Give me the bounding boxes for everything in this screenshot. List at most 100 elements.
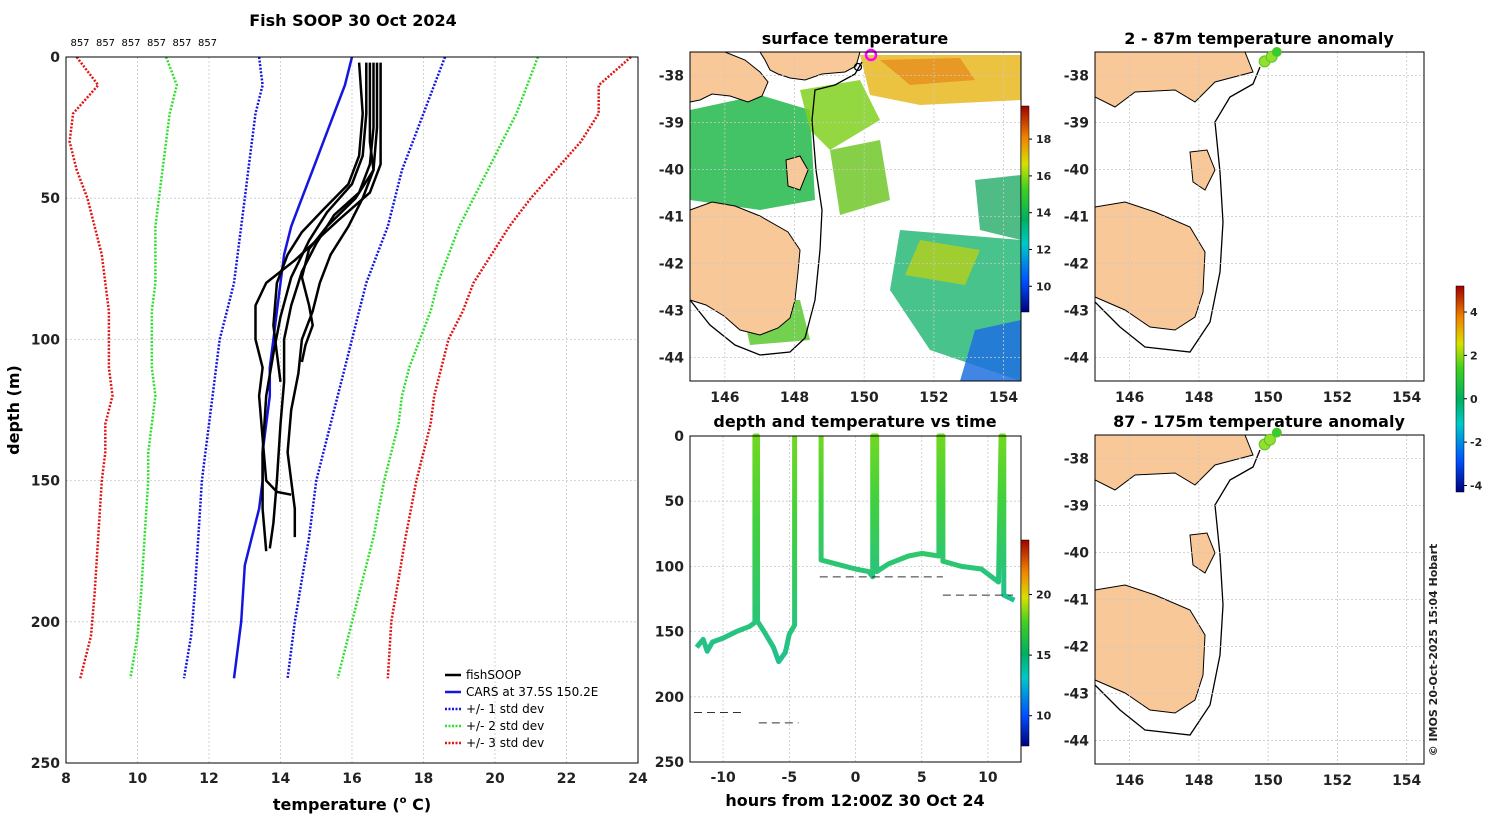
profile-xtick-label: 10 [128,771,148,787]
profile-fish-line [254,62,382,496]
profile-xtick-label: 18 [414,771,433,787]
sst-xtick-label: 152 [919,390,948,406]
profile-ylabel: depth (m) [4,365,23,455]
profile-fish-lines [254,62,382,552]
profile-ytick-label: 150 [31,474,60,490]
sst-xtick-label: 148 [780,390,809,406]
sst-ytick-label: -43 [659,304,684,320]
profile-fish-line [268,62,375,549]
anom-upper-flinders-island [1189,149,1216,191]
profile-ytick-label: 250 [31,756,60,772]
anom-lower-ytick-label: -38 [1064,452,1089,468]
sst-shelf-contour [689,61,863,356]
sst-colorbar-label: 10 [1036,280,1052,293]
anom-upper-map [1094,51,1261,353]
profile-grid [65,56,639,764]
credit-text: © IMOS 20-Oct-2025 15:04 Hobart [1427,544,1440,757]
legend-label-std2: +/- 2 std dev [466,719,544,733]
anom-upper-ytick-label: -43 [1064,304,1089,320]
profile-ytick-label: 200 [31,615,60,631]
anom-lower-ytick-label: -42 [1064,640,1089,656]
anom-lower-grid [1095,435,1424,764]
anom-lower-map [1094,434,1261,736]
sst-ytick-label: -41 [659,210,684,226]
anomaly-colorbar [1455,285,1465,493]
anom-lower-flinders-island [1189,532,1216,574]
profile-std-line [68,56,114,679]
sst-field-patch [880,58,975,85]
profile-std-lines [68,56,632,679]
anom-lower-xtick-label: 152 [1323,773,1352,789]
anom-upper-ytick-label: -41 [1064,210,1089,226]
timeseries-colorbar-ticks: 10 15 20 [1029,589,1052,723]
sst-ytick-label: -44 [659,351,685,367]
anom-upper-ytick-label: -40 [1064,163,1090,179]
anom-upper-xtick-label: 150 [1254,390,1283,406]
profile-xtick-label: 14 [271,771,291,787]
profile-xtick-label: 16 [342,771,361,787]
timeseries-xlabel: hours from 12:00Z 30 Oct 24 [725,791,984,810]
sst-tasmania [689,201,801,336]
sst-colorbar-label: 18 [1036,133,1051,146]
profile-std-line [182,56,264,679]
profile-top-label: 857 [198,38,217,49]
sst-xtick-label: 146 [710,390,739,406]
anom-lower-ytick-label: -41 [1064,593,1089,609]
timeseries-xtick-label: -5 [782,770,798,786]
anomaly-colorbar-label: -2 [1470,436,1482,449]
profile-legend: fishSOOP CARS at 37.5S 150.2E +/- 1 std … [445,668,598,750]
anomaly-colorbar-label: -4 [1470,479,1483,492]
anom-upper-ytick-label: -42 [1064,257,1089,273]
anom-upper-ticks: 146 148 150 152 154 -38 -39 -40 -41 -42 -43 -44 [1064,69,1422,407]
anom-lower-xtick-label: 148 [1184,773,1213,789]
anom-lower-ytick-label: -43 [1064,687,1089,703]
timeseries-ytick-label: 250 [655,755,684,771]
profile-std-line [336,56,540,679]
anom-lower-mainland [1094,434,1254,491]
profile-xtick-label: 12 [199,771,218,787]
anom-upper-axes-box [1094,51,1425,382]
anom-upper-xtick-label: 152 [1323,390,1352,406]
timeseries-ytick-label: 50 [665,494,685,510]
timeseries-colorbar-label: 20 [1036,589,1052,602]
timeseries-colorbar-label: 10 [1036,710,1052,723]
anom-upper-mainland [1094,51,1254,108]
profile-xlabel: temperature (o C) [273,795,431,814]
anom-lower-anomaly-point [1263,433,1276,446]
timeseries-xtick-label: 5 [917,770,927,786]
timeseries-grid [690,435,1021,763]
anom-lower-axes-box [1094,434,1425,765]
sst-field-patch [960,320,1021,381]
anom-lower-ytick-label: -39 [1064,499,1089,515]
profile-top-label: 857 [70,38,89,49]
timeseries-ytick-label: 100 [655,559,684,575]
profile-ytick-label: 100 [31,332,60,348]
profile-top-label: 857 [147,38,166,49]
sst-ship-marker [864,48,878,62]
sst-field-patch [905,240,980,285]
sst-site-marker [853,62,863,72]
anom-upper-title: 2 - 87m temperature anomaly [1124,29,1394,48]
anom-lower-anomaly-point [1271,427,1282,438]
legend-label-std3: +/- 3 std dev [466,736,544,750]
sst-title: surface temperature [762,29,949,48]
anomaly-colorbar-ticks: 4 2 0 -2 -4 [1464,306,1483,492]
profile-fish-line [286,62,375,538]
profile-top-label: 857 [121,38,140,49]
profile-xtick-label: 8 [61,771,71,787]
timeseries-track [694,433,798,665]
legend-label-cars: CARS at 37.5S 150.2E [466,685,598,699]
sst-field-patch [800,80,880,150]
timeseries-colorbar [1020,539,1030,747]
profile-ytick-label: 50 [41,191,61,207]
sst-colorbar-label: 16 [1036,170,1052,183]
profile-axes-box [65,56,639,764]
anom-upper-ytick-label: -39 [1064,116,1089,132]
sst-ticks: 146 148 150 152 154 -38 -39 -40 -41 -42 -43 -44 [659,69,1019,407]
sst-ytick-label: -38 [659,69,684,85]
anom-upper-grid [1095,52,1424,381]
legend-label-fish: fishSOOP [466,668,521,682]
sst-mainland-coast [689,51,769,103]
